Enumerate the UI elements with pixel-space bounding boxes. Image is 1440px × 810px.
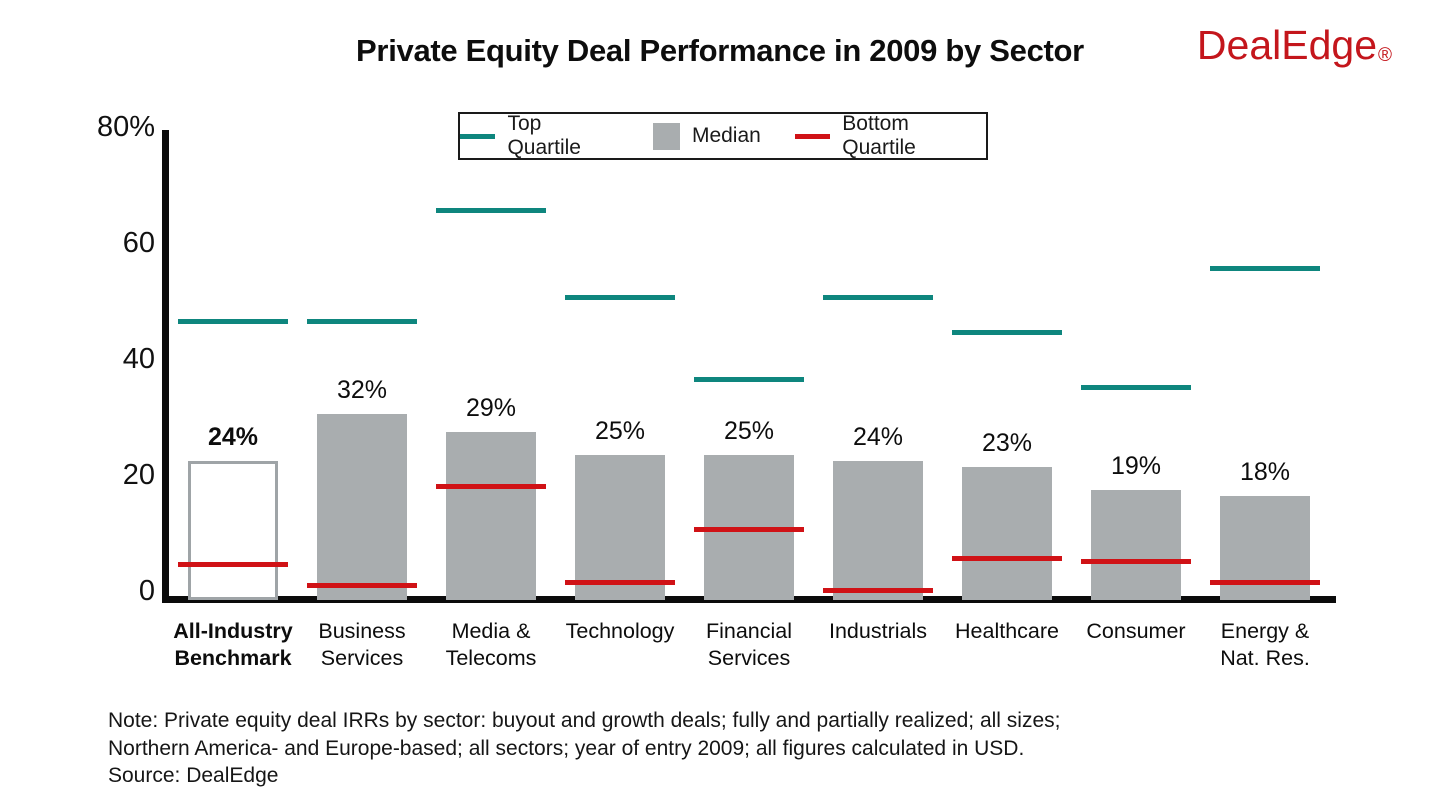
median-bar xyxy=(833,460,923,600)
quartile-line-icon xyxy=(460,133,496,139)
legend-item-median: Median xyxy=(652,122,761,150)
median-value-label: 18% xyxy=(1239,457,1291,486)
y-tick-60: 60 xyxy=(122,227,155,259)
category-label: Media & Telecoms xyxy=(445,619,537,670)
page-title: Private Equity Deal Performance in 2009 … xyxy=(356,33,1084,68)
median-value-label: 32% xyxy=(336,376,388,405)
top-quartile-line xyxy=(565,295,675,301)
bar-group-industrials: 24% Industrials xyxy=(813,130,943,643)
top-quartile-line xyxy=(1081,385,1191,391)
median-value-label: 24% xyxy=(852,422,904,451)
y-tick-40: 40 xyxy=(122,343,155,375)
category-label: Energy & Nat. Res. xyxy=(1220,619,1310,670)
y-tick-80: 80% xyxy=(96,111,155,143)
category-label: Financial Services xyxy=(705,619,793,670)
legend-item-top-quartile: Top Quartile xyxy=(460,112,619,160)
bar-group-consumer: 19% Consumer xyxy=(1071,130,1201,643)
plot-area: 24% All-Industry Benchmark 32% Business Servi… xyxy=(168,130,1335,670)
median-bar xyxy=(446,431,536,600)
bar-group-media-telecoms: 29% Media & Telecoms xyxy=(426,130,556,670)
quartile-line-icon xyxy=(794,133,831,139)
bottom-quartile-line xyxy=(823,588,933,594)
top-quartile-line xyxy=(307,318,417,324)
bar-group-healthcare: 23% Healthcare xyxy=(942,130,1072,643)
top-quartile-line xyxy=(1210,266,1320,272)
y-tick-0: 0 xyxy=(138,575,155,607)
legend-label: Top Quartile xyxy=(507,112,581,159)
category-label: Consumer xyxy=(1086,619,1186,643)
bottom-quartile-line xyxy=(565,579,675,585)
top-quartile-line xyxy=(952,330,1062,336)
median-value-label: 25% xyxy=(723,417,775,445)
bottom-quartile-line xyxy=(436,483,546,489)
bar-group-all-industry-benchmark: 24% All-Industry Benchmark xyxy=(168,130,298,670)
median-bar xyxy=(188,460,278,600)
dealedge-logo: DealEdge® xyxy=(1197,22,1392,69)
median-bar xyxy=(1091,489,1181,600)
median-bar xyxy=(317,414,407,600)
category-label: Industrials xyxy=(829,619,927,643)
category-label: Business Services xyxy=(318,619,406,670)
logo-text: DealEdge xyxy=(1196,22,1377,68)
top-quartile-line xyxy=(178,318,288,324)
median-swatch-icon xyxy=(652,122,680,150)
y-axis-line xyxy=(162,130,169,603)
footnote: Note: Private equity deal IRRs by sector… xyxy=(108,707,1060,790)
top-quartile-line xyxy=(436,208,546,214)
bottom-quartile-line xyxy=(694,527,804,533)
bar-group-energy-nat-res-: 18% Energy & Nat. Res. xyxy=(1200,130,1330,670)
median-value-label: 29% xyxy=(465,393,517,422)
median-value-label: 23% xyxy=(981,428,1033,457)
top-quartile-line xyxy=(823,295,933,301)
category-label: Technology xyxy=(565,619,675,643)
chart-legend: Top Quartile Median Bottom Quartile xyxy=(458,112,988,160)
bar-group-financial-services: 25% Financial Services xyxy=(684,130,814,670)
bottom-quartile-line xyxy=(1081,559,1191,565)
bottom-quartile-line xyxy=(307,582,417,588)
category-label: Healthcare xyxy=(955,619,1059,643)
top-quartile-line xyxy=(694,376,804,382)
bottom-quartile-line xyxy=(1210,579,1320,585)
median-value-label: 25% xyxy=(594,417,646,445)
footnote-line-3: Source: DealEdge xyxy=(108,764,279,787)
median-value-label: 24% xyxy=(207,422,259,451)
median-value-label: 19% xyxy=(1110,451,1162,480)
category-label: All-Industry Benchmark xyxy=(173,619,293,670)
median-bar xyxy=(575,455,665,600)
y-tick-20: 20 xyxy=(122,459,155,491)
footnote-line-2: Northern America- and Europe-based; all … xyxy=(108,736,1025,760)
bottom-quartile-line xyxy=(178,562,288,568)
legend-label: Bottom Quartile xyxy=(842,112,916,159)
legend-label: Median xyxy=(691,124,761,147)
bar-group-business-services: 32% Business Services xyxy=(297,130,427,670)
bar-group-technology: 25% Technology xyxy=(555,130,685,643)
footnote-line-1: Note: Private equity deal IRRs by sector… xyxy=(108,709,1061,732)
bottom-quartile-line xyxy=(952,556,1062,562)
legend-item-bottom-quartile: Bottom Quartile xyxy=(794,112,986,160)
registered-trademark-icon: ® xyxy=(1378,45,1392,66)
median-bar xyxy=(962,466,1052,600)
